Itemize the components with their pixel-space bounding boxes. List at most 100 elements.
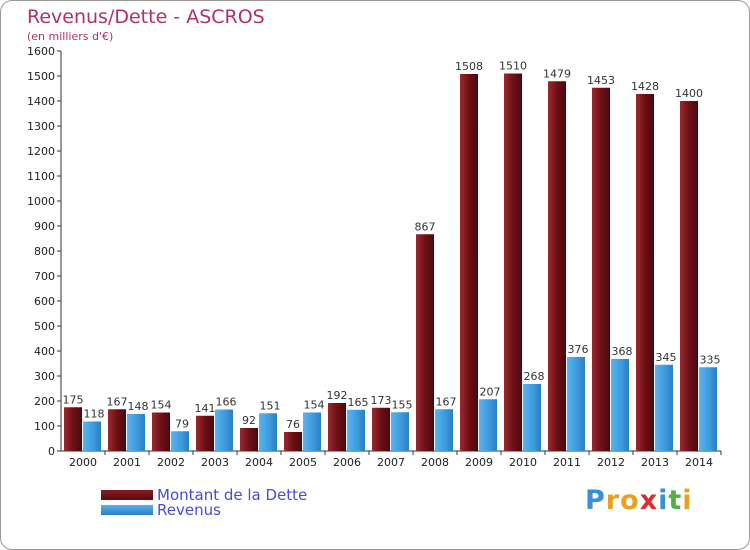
data-label-revenue: 345 [656,351,677,364]
legend-swatch-revenue [101,505,153,515]
bar-revenue [259,413,277,451]
x-tick-label: 2010 [509,456,537,469]
bar-revenue [655,364,673,451]
logo-letter: r [605,485,621,516]
bar-revenue [435,409,453,451]
y-tick-label: 800 [34,245,55,258]
y-tick-label: 1400 [27,95,55,108]
bar-revenue [83,421,101,451]
x-tick-label: 2005 [289,456,317,469]
data-label-revenue: 368 [612,345,633,358]
data-label-revenue: 151 [260,399,281,412]
data-label-revenue: 165 [348,396,369,409]
bar-debt [152,412,170,451]
data-label-debt: 175 [63,393,84,406]
bar-debt [284,432,302,451]
logo-letter: P [585,485,606,516]
bars [64,73,717,451]
x-tick-label: 2000 [69,456,97,469]
bar-debt [504,73,522,451]
y-tick-label: 900 [34,220,55,233]
bar-debt [592,87,610,451]
data-label-revenue: 376 [568,343,589,356]
logo-letter: i [658,485,669,516]
x-tick-label: 2003 [201,456,229,469]
bar-debt [548,81,566,451]
data-label-debt: 1400 [675,87,703,100]
data-label-debt: 1479 [543,67,571,80]
y-tick-label: 1600 [27,45,55,58]
bar-debt [64,407,82,451]
bar-revenue [699,367,717,451]
data-label-revenue: 79 [175,417,189,430]
bar-debt [328,403,346,451]
y-tick-label: 1300 [27,120,55,133]
data-label-debt: 1453 [587,74,615,87]
legend-label-revenue: Revenus [157,501,221,519]
x-tick-label: 2009 [465,456,493,469]
bar-debt [196,415,214,451]
data-label-debt: 1428 [631,80,659,93]
x-tick-label: 2014 [685,456,713,469]
y-tick-label: 100 [34,420,55,433]
legend-item-revenue: Revenus [101,501,221,519]
data-label-debt: 867 [415,220,436,233]
legend-item-debt: Montant de la Dette [101,486,308,504]
bar-debt [372,407,390,451]
data-label-debt: 92 [242,414,256,427]
bar-debt [240,428,258,451]
data-label-debt: 1510 [499,60,527,73]
y-tick-label: 400 [34,345,55,358]
bar-revenue [523,384,541,451]
bar-revenue [347,409,365,451]
x-tick-label: 2006 [333,456,361,469]
data-label-revenue: 268 [524,370,545,383]
y-tick-label: 1500 [27,70,55,83]
logo-letter: x [639,485,659,516]
y-tick-label: 500 [34,320,55,333]
logo-letter: t [668,485,683,516]
bar-revenue [611,359,629,451]
x-tick-label: 2012 [597,456,625,469]
x-tick-label: 2007 [377,456,405,469]
y-tick-label: 700 [34,270,55,283]
bar-revenue [127,414,145,451]
x-tick-label: 2004 [245,456,273,469]
x-tick-label: 2001 [113,456,141,469]
legend-label-debt: Montant de la Dette [157,486,308,504]
bar-revenue [479,399,497,451]
proxiti-logo: Proxiti [585,485,693,516]
data-label-revenue: 166 [216,396,237,409]
data-label-debt: 1508 [455,60,483,73]
bar-revenue [171,431,189,451]
x-tick-label: 2011 [553,456,581,469]
data-label-debt: 192 [327,389,348,402]
x-tick-label: 2008 [421,456,449,469]
y-tick-label: 1100 [27,170,55,183]
data-label-debt: 167 [107,395,128,408]
chart-subtitle: (en milliers d'€) [27,30,114,43]
x-tick-label: 2002 [157,456,185,469]
data-label-debt: 76 [286,418,300,431]
data-label-debt: 154 [151,399,172,412]
bar-revenue [215,409,233,451]
legend-swatch-debt [101,490,153,500]
chart-title: Revenus/Dette - ASCROS [27,6,265,28]
bar-revenue [567,357,585,451]
y-tick-label: 0 [48,445,55,458]
data-label-debt: 173 [371,394,392,407]
bar-revenue [303,412,321,451]
x-tick-label: 2013 [641,456,669,469]
y-tick-label: 200 [34,395,55,408]
data-label-revenue: 167 [436,395,457,408]
data-label-revenue: 118 [84,408,105,421]
bar-debt [460,74,478,451]
bar-debt [416,234,434,451]
y-tick-label: 600 [34,295,55,308]
y-tick-label: 1000 [27,195,55,208]
data-label-revenue: 155 [392,398,413,411]
y-tick-label: 300 [34,370,55,383]
